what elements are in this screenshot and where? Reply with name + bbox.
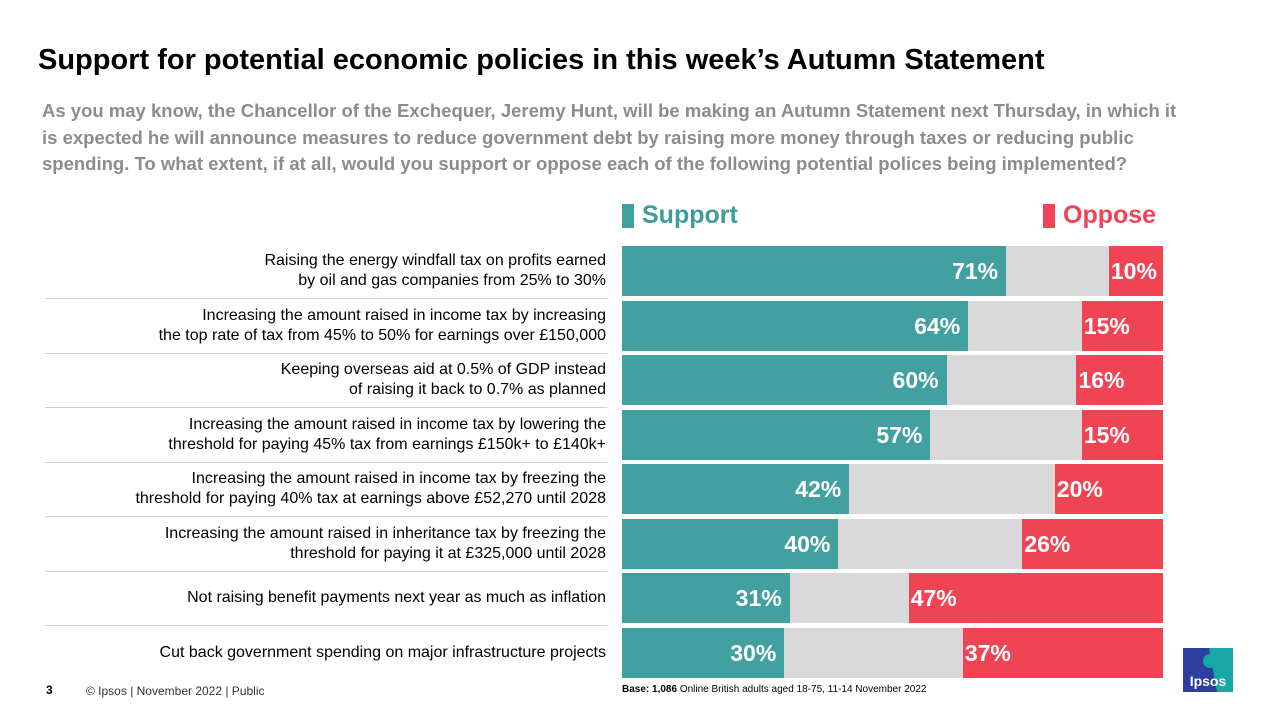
category-label: Raising the energy windfall tax on profi…: [40, 246, 606, 296]
category-label: Keeping overseas aid at 0.5% of GDP inst…: [40, 355, 606, 405]
support-bar-value-label: 30%: [730, 639, 777, 666]
category-label: Increasing the amount raised in income t…: [40, 301, 606, 351]
support-bar: 71%: [622, 246, 1007, 296]
neutral-bar: [946, 355, 1077, 405]
row-divider: [45, 461, 607, 463]
support-bar-value-label: 64%: [914, 312, 961, 339]
row-divider: [45, 352, 607, 354]
survey-question: As you may know, the Chancellor of the E…: [42, 100, 1177, 174]
oppose-bar-value-label: 15%: [1083, 312, 1130, 339]
neutral-bar: [789, 573, 909, 623]
page-title: Support for potential economic policies …: [38, 44, 1045, 76]
ipsos-logo: Ipsos: [1183, 648, 1233, 692]
row-divider: [45, 516, 607, 517]
page-number: 3: [46, 683, 53, 697]
neutral-bar: [1006, 246, 1109, 296]
category-label: Cut back government spending on major in…: [40, 628, 606, 678]
support-bar-value-label: 60%: [892, 367, 939, 393]
category-label-text: Increasing the amount raised in income t…: [135, 470, 606, 507]
neutral-bar: [930, 409, 1082, 460]
neutral-bar: [838, 518, 1023, 569]
support-bar: 64%: [622, 300, 969, 351]
legend-support-swatch: [622, 203, 634, 228]
oppose-bar-value-label: 10%: [1110, 258, 1157, 284]
oppose-bar-value-label: 47%: [910, 585, 957, 611]
legend-oppose-label: Oppose: [1063, 201, 1157, 229]
neutral-bar: [968, 300, 1082, 351]
oppose-bar: 15%: [1081, 409, 1163, 460]
oppose-bar: 20%: [1054, 464, 1163, 514]
legend-oppose-swatch: [1043, 203, 1055, 228]
category-label-text: Increasing the amount raised in inherita…: [164, 524, 606, 562]
category-label-text: Not raising benefit payments next year a…: [187, 589, 606, 606]
base-note-text: Online British adults aged 18-75, 11-14 …: [677, 684, 927, 695]
base-note-bold: Base: 1,086: [622, 684, 678, 695]
row-divider: [45, 570, 607, 572]
oppose-bar: 10%: [1108, 246, 1163, 296]
svg-text:Ipsos: Ipsos: [1190, 673, 1227, 689]
support-bar: 57%: [622, 409, 931, 460]
neutral-bar: [784, 627, 963, 678]
support-bar-value-label: 31%: [735, 585, 782, 611]
oppose-bar-value-label: 26%: [1024, 530, 1071, 557]
row-divider: [45, 625, 607, 626]
row-divider: [45, 407, 607, 408]
base-note: Base: 1,086 Online British adults aged 1…: [622, 684, 926, 695]
oppose-bar: 16%: [1076, 355, 1163, 405]
legend-support: Support: [622, 201, 738, 230]
oppose-bar: 37%: [962, 627, 1163, 678]
support-bar-value-label: 71%: [952, 258, 999, 284]
category-label: Not raising benefit payments next year a…: [40, 573, 606, 623]
legend-oppose: Oppose: [1043, 201, 1156, 230]
neutral-bar: [849, 464, 1055, 514]
category-label-text: Raising the energy windfall tax on profi…: [264, 252, 606, 289]
support-bar: 60%: [622, 355, 947, 405]
support-bar: 31%: [622, 573, 790, 623]
category-label: Increasing the amount raised in income t…: [40, 410, 606, 460]
support-bar: 42%: [622, 464, 850, 514]
oppose-bar: 26%: [1022, 518, 1163, 569]
category-label-text: Cut back government spending on major in…: [159, 643, 606, 661]
category-label-text: Keeping overseas aid at 0.5% of GDP inst…: [280, 361, 606, 398]
oppose-bar: 47%: [908, 573, 1163, 623]
category-label-text: Increasing the amount raised in income t…: [158, 306, 606, 344]
oppose-bar-value-label: 16%: [1078, 367, 1125, 393]
support-bar-value-label: 42%: [795, 476, 842, 502]
support-bar: 40%: [622, 518, 839, 569]
oppose-bar-value-label: 20%: [1056, 476, 1103, 502]
legend-support-label: Support: [642, 201, 738, 229]
support-bar-value-label: 40%: [784, 530, 831, 557]
oppose-bar: 15%: [1081, 300, 1163, 351]
support-bar: 30%: [622, 627, 785, 678]
category-label: Increasing the amount raised in inherita…: [40, 519, 606, 569]
copyright: © Ipsos | November 2022 | Public: [86, 684, 265, 698]
category-label-text: Increasing the amount raised in income t…: [168, 415, 606, 453]
oppose-bar-value-label: 15%: [1083, 421, 1130, 448]
category-label: Increasing the amount raised in income t…: [40, 464, 606, 514]
oppose-bar-value-label: 37%: [964, 639, 1011, 666]
support-bar-value-label: 57%: [876, 421, 923, 448]
row-divider: [45, 298, 607, 299]
